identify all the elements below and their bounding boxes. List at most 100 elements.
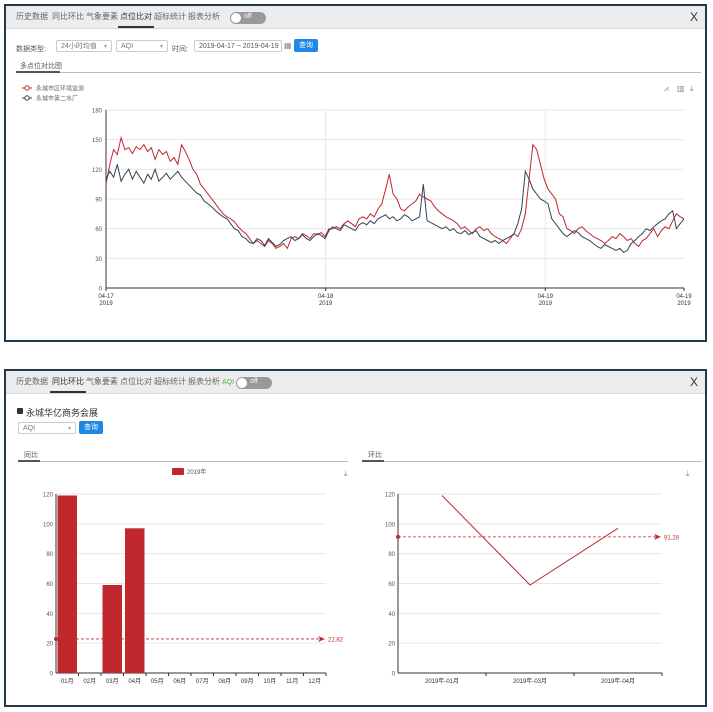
realtime-toggle[interactable]: off [230, 9, 266, 27]
tab-yoy[interactable]: 同比环比 [52, 12, 84, 21]
markline-label: 22.82 [328, 637, 344, 643]
x-tick-year-label: 2019 [99, 301, 113, 307]
pollutant-value: AQI [23, 425, 36, 432]
tab-report[interactable]: 报表分析 [188, 377, 220, 386]
series-line-site2 [105, 164, 685, 254]
x-tick-label: 12月 [308, 678, 321, 685]
tab-weather[interactable]: 气象要素 [86, 377, 118, 386]
y-tick-label: 120 [43, 493, 54, 499]
query-button[interactable]: 查询 [294, 39, 318, 52]
x-tick-year-label: 2019 [539, 301, 553, 307]
realtime-toggle[interactable]: AQI off [222, 374, 273, 392]
tab-yoy[interactable]: 同比环比 [50, 377, 86, 393]
subtab-active-indicator [18, 460, 40, 462]
tab-site-compare[interactable]: 点位比对 [120, 377, 152, 386]
tab-site-compare[interactable]: 点位比对 [118, 12, 154, 28]
bar-01月 [57, 495, 77, 673]
data-type-select[interactable]: 24小时均值 ▾ [56, 40, 112, 52]
legend-label: 永城市区环境监测 [36, 85, 84, 93]
toggle-left-label: AQI [222, 379, 235, 387]
y-tick-label: 0 [50, 672, 54, 678]
x-tick-label: 02月 [83, 678, 96, 685]
x-tick-label: 03月 [106, 678, 119, 685]
y-tick-label: 120 [92, 168, 103, 174]
data-type-label: 数据类型: [16, 46, 46, 53]
tab-exceed-stats[interactable]: 超标统计 [154, 12, 186, 21]
download-icon[interactable]: ⤓ [690, 84, 694, 93]
y-tick-label: 20 [46, 642, 53, 648]
y-tick-label: 180 [92, 109, 103, 115]
bar-03月 [102, 584, 122, 673]
date-range-input[interactable]: 2019-04-17 ~ 2019-04-19 [194, 40, 282, 52]
x-tick-label: 04-19 [676, 294, 692, 300]
x-tick-year-label: 2019 [677, 301, 691, 307]
y-tick-label: 40 [46, 612, 53, 618]
chevron-down-icon: ▾ [67, 426, 71, 432]
time-label: 时间: [172, 46, 188, 53]
tab-weather[interactable]: 气象要素 [86, 12, 118, 21]
y-tick-label: 30 [95, 257, 102, 263]
pollutant-select[interactable]: AQI ▾ [18, 422, 76, 434]
tab-history[interactable]: 历史数据 [16, 377, 48, 386]
query-button[interactable]: 查询 [79, 421, 103, 434]
y-tick-label: 60 [46, 582, 53, 588]
site-marker-icon [17, 408, 23, 414]
toggle-text: off [244, 12, 252, 20]
subtab-active-indicator [16, 71, 60, 73]
subtab-active-indicator [362, 460, 384, 462]
subtab-mom[interactable]: 环比 [368, 452, 382, 459]
comparison-panel: 历史数据 同比环比 气象要素 点位比对 超标统计 报表分析 off X 数据类型… [4, 4, 707, 342]
close-button[interactable]: X [689, 375, 698, 389]
toggle-text: off [250, 377, 258, 385]
x-tick-label: 04月 [128, 678, 141, 685]
x-tick-label: 04-18 [318, 294, 334, 300]
y-tick-label: 150 [92, 138, 103, 144]
subtab-divider [16, 72, 701, 73]
aqi-comparison-line-chart: 永城市区环境监测永城市第二水厂030609012015018004-172019… [22, 85, 692, 307]
bar-04月 [125, 528, 145, 673]
x-tick-label: 06月 [173, 678, 186, 685]
markline-start [54, 636, 58, 641]
subtab-multi-site[interactable]: 多点位对比图 [20, 63, 62, 70]
x-tick-label: 08月 [218, 678, 231, 685]
x-tick-label: 11月 [286, 678, 298, 685]
y-tick-label: 90 [95, 198, 102, 204]
legend-label: 2019年 [187, 468, 206, 476]
x-tick-label: 10月 [263, 678, 276, 685]
tab-report[interactable]: 报表分析 [188, 12, 220, 21]
y-tick-label: 0 [99, 287, 103, 293]
series-line-site1 [105, 135, 685, 250]
close-button[interactable]: X [689, 10, 698, 24]
download-icon[interactable]: ⤓ [344, 469, 348, 478]
line-chart-icon[interactable]: ⩘ [664, 84, 669, 93]
tab-history[interactable]: 历史数据 [16, 12, 48, 21]
legend-marker [24, 85, 30, 91]
x-tick-label: 04-17 [98, 294, 114, 300]
y-tick-label: 100 [43, 522, 54, 528]
y-tick-label: 60 [95, 227, 102, 233]
site-title: 永城华亿商务会展 [26, 408, 99, 418]
legend-marker [24, 95, 30, 101]
x-tick-label: 09月 [241, 678, 254, 685]
x-tick-year-label: 2019 [319, 301, 333, 307]
download-icon[interactable]: ⤓ [686, 469, 690, 478]
tab-exceed-stats[interactable]: 超标统计 [154, 377, 186, 386]
subtab-divider [18, 461, 348, 462]
x-tick-label: 01月 [61, 678, 74, 685]
bar-chart-icon[interactable]: ▥ [677, 84, 685, 93]
tab-bar: 历史数据 同比环比 气象要素 点位比对 超标统计 报表分析 AQI off X [6, 371, 705, 394]
subtab-divider [362, 461, 702, 462]
data-type-value: 24小时均值 [61, 43, 97, 50]
pollutant-value: AQI [121, 43, 134, 50]
legend-swatch [172, 468, 184, 475]
calendar-icon[interactable]: ▦ [284, 41, 292, 50]
chevron-down-icon: ▾ [159, 44, 163, 50]
yoy-panel: 历史数据 同比环比 气象要素 点位比对 超标统计 报表分析 AQI off X 永… [4, 369, 707, 707]
chevron-down-icon: ▾ [103, 44, 107, 50]
tab-bar: 历史数据 同比环比 气象要素 点位比对 超标统计 报表分析 off X [6, 6, 705, 29]
legend-label: 永城市第二水厂 [36, 95, 78, 103]
pollutant-select[interactable]: AQI ▾ [116, 40, 168, 52]
y-tick-label: 80 [46, 552, 53, 558]
markline-arrow [318, 635, 325, 642]
subtab-yoy[interactable]: 同比 [24, 452, 38, 459]
